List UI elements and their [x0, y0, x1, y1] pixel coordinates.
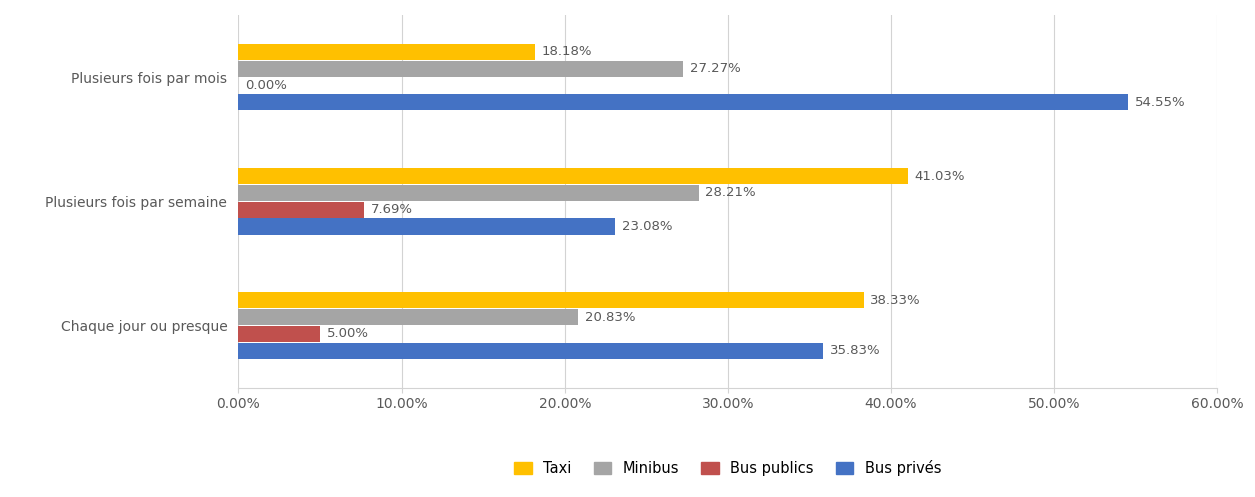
Text: 0.00%: 0.00% [245, 79, 287, 92]
Bar [238, 185, 699, 201]
Legend: Taxi, Minibus, Bus publics, Bus privés: Taxi, Minibus, Bus publics, Bus privés [508, 455, 948, 482]
Bar [238, 309, 579, 325]
Bar [238, 202, 364, 218]
Text: 54.55%: 54.55% [1135, 96, 1186, 109]
Bar [238, 44, 535, 60]
Bar [238, 326, 320, 342]
Bar [238, 94, 1128, 110]
Text: 20.83%: 20.83% [585, 311, 635, 324]
Bar [238, 342, 823, 359]
Bar [238, 292, 863, 309]
Text: 28.21%: 28.21% [705, 186, 756, 199]
Text: 7.69%: 7.69% [370, 203, 413, 216]
Bar [238, 168, 907, 184]
Text: 41.03%: 41.03% [915, 169, 965, 182]
Bar [238, 61, 684, 77]
Text: 5.00%: 5.00% [326, 328, 369, 340]
Text: 38.33%: 38.33% [870, 294, 921, 307]
Text: 18.18%: 18.18% [542, 45, 592, 58]
Bar [238, 218, 615, 235]
Text: 35.83%: 35.83% [830, 344, 880, 357]
Text: 27.27%: 27.27% [690, 62, 740, 75]
Text: 23.08%: 23.08% [621, 220, 671, 233]
